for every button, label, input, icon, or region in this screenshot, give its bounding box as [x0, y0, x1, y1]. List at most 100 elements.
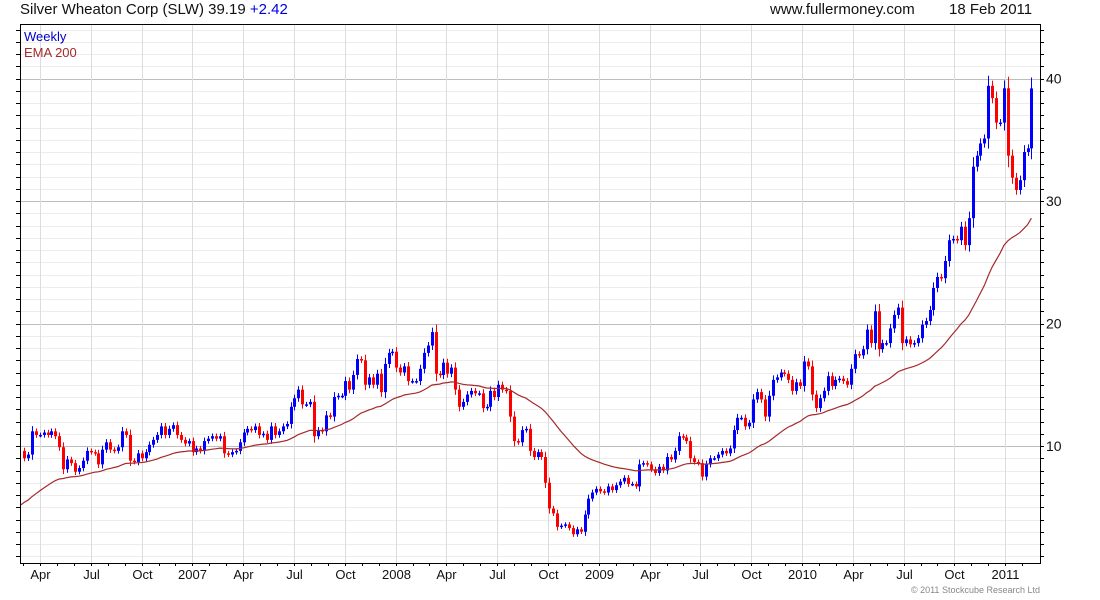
- candle-body: [638, 464, 641, 487]
- candle-down: [458, 385, 461, 412]
- candle-down: [670, 454, 673, 463]
- candle-body: [415, 381, 418, 383]
- candle-up: [827, 371, 830, 396]
- candle-down: [725, 448, 728, 456]
- candle-body: [552, 508, 555, 514]
- x-tick-label: 2009: [585, 567, 614, 582]
- candle-up: [262, 431, 265, 438]
- candle-body: [611, 486, 614, 491]
- candle-body: [364, 360, 367, 385]
- candle-up: [117, 444, 120, 454]
- candle-up: [368, 373, 371, 389]
- candle-body: [168, 428, 171, 435]
- candle-body: [505, 389, 508, 392]
- candle-body: [493, 390, 496, 397]
- site-link[interactable]: www.fullermoney.com: [770, 1, 915, 18]
- candle-body: [807, 361, 810, 367]
- candle-body: [803, 361, 806, 386]
- candle-up: [286, 421, 289, 430]
- candle-body: [725, 450, 728, 454]
- candle-down: [701, 459, 704, 481]
- candle-body: [940, 276, 943, 279]
- candle-body: [399, 367, 402, 373]
- candle-up: [31, 426, 34, 460]
- candle-body: [82, 460, 85, 469]
- candle-up: [78, 465, 81, 475]
- candle-body: [874, 311, 877, 344]
- ticker-name: Silver Wheaton Corp (SLW): [20, 1, 204, 18]
- candle-up: [341, 393, 344, 399]
- candle-body: [815, 394, 818, 409]
- candle-down: [501, 381, 504, 393]
- candle-body: [936, 276, 939, 288]
- candle-up: [172, 422, 175, 432]
- candle-body: [635, 483, 638, 487]
- candle-body: [693, 458, 696, 462]
- candle-up: [854, 349, 857, 374]
- candle-body: [584, 514, 587, 532]
- candle-body: [580, 529, 583, 532]
- y-tick-label: 20: [1046, 316, 1062, 332]
- candle-body: [380, 373, 383, 393]
- candle-up: [948, 234, 951, 267]
- candle-body: [831, 376, 834, 386]
- candle-body: [1003, 88, 1006, 123]
- candle-up: [497, 380, 500, 402]
- candle-up: [936, 272, 939, 293]
- candle-body: [223, 436, 226, 454]
- candle-down: [474, 388, 477, 397]
- candle-up: [156, 432, 159, 443]
- candle-body: [513, 416, 516, 442]
- candle-up: [631, 481, 634, 487]
- candle-body: [446, 362, 449, 374]
- x-tick-label: Oct: [335, 567, 356, 582]
- candle-down: [846, 378, 849, 388]
- candle-body: [983, 138, 986, 144]
- candle-down: [842, 375, 845, 384]
- candle-up: [952, 235, 955, 244]
- candle-body: [317, 430, 320, 437]
- x-tick-label: Jul: [286, 567, 303, 582]
- candle-up: [987, 75, 990, 149]
- candle-up: [834, 376, 837, 390]
- candle-body: [274, 426, 277, 435]
- candle-body: [1030, 88, 1033, 149]
- candle-body: [325, 415, 328, 432]
- candle-body: [862, 349, 865, 356]
- candle-body: [341, 395, 344, 398]
- candle-up: [415, 378, 418, 384]
- candle-body: [744, 417, 747, 427]
- candle-up: [560, 523, 563, 530]
- candle-body: [870, 329, 873, 344]
- candle-down: [552, 505, 555, 517]
- candle-body: [509, 390, 512, 417]
- candle-body: [156, 434, 159, 440]
- grid: [20, 24, 1040, 563]
- candle-up: [207, 435, 210, 444]
- candle-up: [462, 398, 465, 410]
- candle-body: [423, 352, 426, 369]
- candle-body: [407, 366, 410, 382]
- candle-down: [580, 527, 583, 535]
- candle-body: [756, 392, 759, 400]
- candle-down: [380, 368, 383, 397]
- x-tick-label: Apr: [843, 567, 864, 582]
- candle-up: [27, 451, 30, 461]
- candle-body: [729, 448, 732, 454]
- candle-body: [901, 307, 904, 344]
- candle-body: [991, 85, 994, 99]
- candle-body: [572, 528, 575, 535]
- candle-body: [1027, 148, 1030, 152]
- candle-down: [313, 395, 316, 443]
- x-tick-label: 2011: [992, 567, 1020, 582]
- candle-body: [125, 431, 128, 435]
- candle-up: [874, 304, 877, 350]
- copyright: © 2011 Stockcube Research Ltd: [910, 585, 1040, 595]
- candle-up: [431, 327, 434, 350]
- candle-body: [227, 453, 230, 455]
- candle-body: [768, 395, 771, 417]
- candle-body: [211, 436, 214, 439]
- candle-down: [35, 428, 38, 438]
- candle-body: [172, 425, 175, 429]
